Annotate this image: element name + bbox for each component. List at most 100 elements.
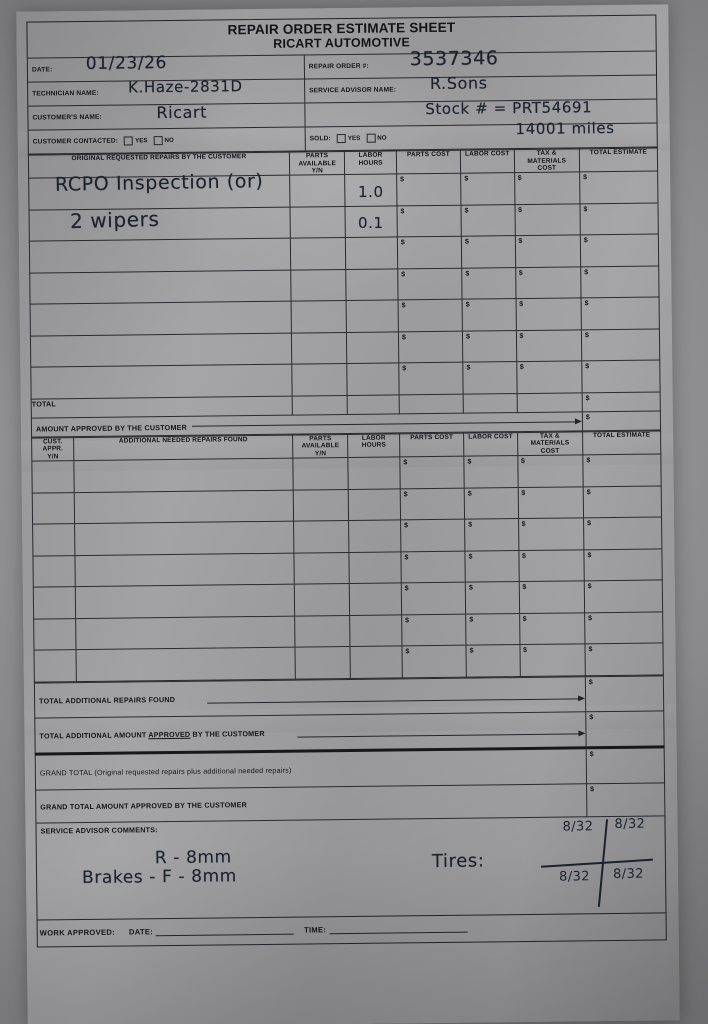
cell-labor-cost[interactable] — [460, 173, 515, 206]
cell-cust-appr[interactable] — [33, 586, 76, 619]
cell-total-estimate[interactable] — [583, 548, 663, 582]
cell-description[interactable] — [30, 301, 292, 337]
cell-labor-cost[interactable] — [462, 299, 516, 332]
cell-tax-materials-cost[interactable] — [517, 455, 584, 488]
cell-labor-cost[interactable] — [465, 581, 520, 615]
grand-total-approved-value[interactable] — [586, 782, 665, 817]
cell-tax-materials-cost[interactable] — [514, 203, 581, 237]
total-additional-repairs-value[interactable] — [585, 675, 664, 712]
cell-parts-available[interactable] — [290, 269, 347, 302]
cell-parts-available[interactable] — [291, 363, 348, 397]
cell-labor-cost[interactable] — [461, 236, 516, 269]
cell-cust-appr[interactable] — [32, 555, 76, 588]
cell-description[interactable] — [75, 584, 295, 619]
cell-parts-cost[interactable] — [396, 173, 462, 206]
cell-description[interactable] — [30, 333, 292, 368]
cell-parts-available[interactable] — [293, 520, 350, 554]
cell-tax-materials-cost[interactable] — [518, 518, 584, 551]
cell-parts-cost[interactable] — [398, 331, 463, 364]
cell-description[interactable] — [29, 238, 291, 274]
cell-tax-materials-cost[interactable] — [515, 329, 582, 363]
cell-parts-cost[interactable] — [399, 456, 465, 489]
cell-labor-hours[interactable] — [350, 646, 403, 679]
cell-labor-hours[interactable] — [345, 237, 398, 270]
cell-parts-available[interactable] — [293, 552, 350, 585]
cell-labor-hours[interactable] — [346, 331, 399, 364]
cell-total-estimate[interactable] — [584, 611, 663, 645]
cell-total-estimate[interactable] — [581, 297, 660, 330]
cell-description[interactable] — [75, 553, 295, 587]
cell-cust-appr[interactable] — [32, 492, 75, 525]
cell-parts-cost[interactable] — [400, 551, 466, 584]
cell-total-estimate[interactable] — [581, 360, 661, 393]
cell-cust-appr[interactable] — [32, 523, 76, 556]
cell-total-estimate[interactable] — [583, 517, 662, 550]
cell-labor-cost[interactable] — [462, 362, 517, 395]
cell-parts-available[interactable] — [295, 646, 351, 679]
service-advisor-comments-block[interactable]: SERVICE ADVISOR COMMENTS: Brakes - F - 8… — [35, 816, 667, 921]
cell-total-estimate[interactable] — [579, 171, 658, 204]
cell-tax-materials-cost[interactable] — [517, 486, 584, 519]
work-approved-date-input[interactable] — [156, 926, 295, 937]
cell-total-estimate[interactable] — [583, 485, 662, 519]
field-technician-name[interactable]: TECHNICIAN NAME: K.Haze-2831D — [28, 77, 305, 107]
customer-contacted-no-checkbox[interactable] — [153, 136, 163, 146]
cell-description[interactable] — [29, 270, 292, 305]
cell-labor-hours[interactable] — [348, 457, 401, 490]
cell-total-estimate[interactable] — [582, 454, 662, 487]
cell-labor-hours[interactable] — [349, 551, 402, 584]
cell-parts-cost[interactable] — [398, 299, 463, 332]
field-customer-name[interactable]: CUSTOMER'S NAME: Ricart — [28, 103, 305, 131]
cell-parts-cost[interactable] — [397, 236, 462, 269]
cell-description[interactable] — [75, 616, 296, 650]
cell-parts-cost[interactable] — [401, 582, 466, 615]
field-date[interactable]: DATE: 01/23/26 — [27, 53, 304, 83]
cell-total-estimate[interactable] — [580, 265, 660, 299]
cell-labor-hours[interactable] — [348, 488, 401, 521]
cell-labor-hours[interactable] — [348, 520, 401, 553]
cell-parts-cost[interactable] — [398, 362, 464, 395]
cell-parts-available[interactable] — [291, 300, 347, 334]
cell-parts-available[interactable] — [294, 615, 351, 648]
cell-labor-hours[interactable] — [346, 268, 399, 301]
cell-parts-available[interactable] — [292, 457, 349, 491]
cell-labor-hours[interactable] — [347, 363, 400, 396]
cell-cust-appr[interactable] — [34, 649, 77, 682]
grand-total-value[interactable] — [586, 746, 665, 784]
cell-cust-appr[interactable] — [31, 460, 75, 493]
work-approved-time-input[interactable] — [329, 924, 468, 935]
sold-no-checkbox[interactable] — [366, 133, 376, 143]
cell-description[interactable] — [76, 647, 296, 682]
cell-labor-cost[interactable] — [463, 455, 518, 489]
cell-tax-materials-cost[interactable] — [515, 298, 582, 331]
cell-parts-cost[interactable] — [400, 519, 466, 552]
cell-labor-cost[interactable] — [461, 267, 516, 300]
cell-total-estimate[interactable] — [584, 643, 664, 676]
cell-parts-cost[interactable] — [401, 614, 467, 647]
cell-tax-materials-cost[interactable] — [519, 644, 586, 677]
cell-parts-cost[interactable] — [396, 205, 462, 238]
cell-tax-materials-cost[interactable] — [518, 581, 585, 614]
cell-labor-hours[interactable] — [350, 614, 402, 647]
cell-labor-cost[interactable] — [465, 550, 519, 583]
cell-parts-available[interactable] — [290, 206, 346, 239]
cell-parts-available[interactable] — [294, 583, 351, 617]
cell-parts-available[interactable] — [289, 174, 346, 208]
cell-labor-cost[interactable] — [462, 330, 517, 363]
cell-labor-cost[interactable] — [465, 613, 520, 646]
cell-description[interactable] — [74, 490, 294, 524]
cell-parts-cost[interactable] — [397, 268, 463, 301]
cell-parts-available[interactable] — [290, 237, 347, 271]
field-customer-contacted[interactable]: CUSTOMER CONTACTED: YES NO — [29, 128, 305, 154]
cell-total-estimate[interactable] — [579, 202, 659, 236]
cell-labor-cost[interactable] — [461, 204, 515, 237]
cell-labor-hours[interactable] — [346, 300, 399, 333]
cell-parts-cost[interactable] — [400, 488, 465, 521]
total-additional-approved-value[interactable] — [585, 710, 665, 748]
cell-total-estimate[interactable] — [580, 234, 659, 267]
cell-parts-cost[interactable] — [401, 645, 467, 678]
field-sold[interactable]: SOLD: YES NO 14001 miles — [305, 119, 656, 151]
cell-description[interactable] — [29, 207, 291, 242]
cell-description[interactable] — [73, 458, 294, 493]
cell-description[interactable] — [74, 521, 294, 556]
